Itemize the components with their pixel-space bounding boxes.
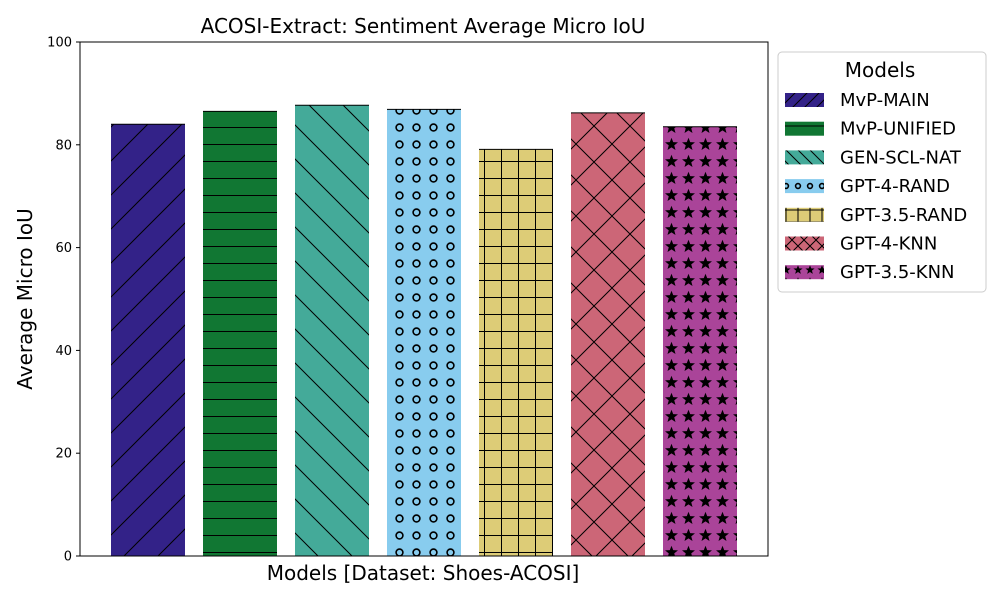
legend-entry: GPT-4-KNN <box>785 234 937 255</box>
legend-entry: GPT-3.5-KNN <box>785 262 955 283</box>
y-tick-label: 40 <box>55 344 72 359</box>
bar-rect <box>571 112 645 556</box>
legend-swatch <box>785 236 824 251</box>
legend-label: GPT-4-KNN <box>840 234 937 255</box>
y-tick-label: 60 <box>55 241 72 256</box>
y-tick-label: 20 <box>55 447 72 462</box>
bars <box>111 104 737 557</box>
legend-entry: MvP-UNIFIED <box>785 119 956 140</box>
legend-swatch <box>785 93 824 107</box>
axes: 0 20 40 60 80 100 <box>47 36 769 565</box>
legend-swatch <box>785 150 824 165</box>
chart-title: ACOSI-Extract: Sentiment Average Micro I… <box>201 14 646 38</box>
legend-label: GEN-SCL-NAT <box>840 147 962 168</box>
bar-rect <box>479 149 553 556</box>
bar-rect <box>295 105 369 557</box>
bar-gpt-4-rand <box>387 108 461 557</box>
legend-label: GPT-3.5-RAND <box>840 205 967 226</box>
plot-frame <box>79 41 769 557</box>
legend-swatch <box>785 179 824 194</box>
bar-rect <box>663 126 737 556</box>
legend-entry: GPT-3.5-RAND <box>785 205 967 226</box>
bar-gen-scl-nat <box>295 104 369 557</box>
legend-label: GPT-3.5-KNN <box>840 262 955 283</box>
x-axis-label: Models [Dataset: Shoes-ACOSI] <box>267 561 580 585</box>
legend-title: Models <box>845 58 915 82</box>
legend-entry: MvP-MAIN <box>785 90 930 111</box>
bar-gpt-4-knn <box>571 112 645 556</box>
y-tick-label: 80 <box>55 138 72 153</box>
legend-box <box>777 51 987 293</box>
y-tick-label: 100 <box>47 36 72 51</box>
legend-label: MvP-UNIFIED <box>840 119 956 140</box>
bar-gpt-3-5-knn <box>663 126 737 556</box>
bar-rect <box>203 111 277 556</box>
y-axis-label: Average Micro IoU <box>13 208 37 389</box>
y-tick-label: 0 <box>64 550 72 565</box>
bar-rect <box>111 124 185 557</box>
legend-entry: GEN-SCL-NAT <box>785 147 962 168</box>
legend-swatch <box>785 265 824 280</box>
legend-label: MvP-MAIN <box>840 90 930 111</box>
legend-label: GPT-4-RAND <box>840 176 950 197</box>
legend-swatch <box>785 121 824 136</box>
bar-rect <box>387 109 461 557</box>
bar-mvp-unified <box>203 110 277 556</box>
legend: Models MvP-MAIN MvP-UNIFIED GEN-SCL-NAT GPT-… <box>777 51 987 293</box>
legend-entry: GPT-4-RAND <box>785 176 950 197</box>
bar-mvp-main <box>111 123 185 557</box>
bar-gpt-3-5-rand <box>479 148 553 556</box>
legend-swatch <box>785 207 824 222</box>
